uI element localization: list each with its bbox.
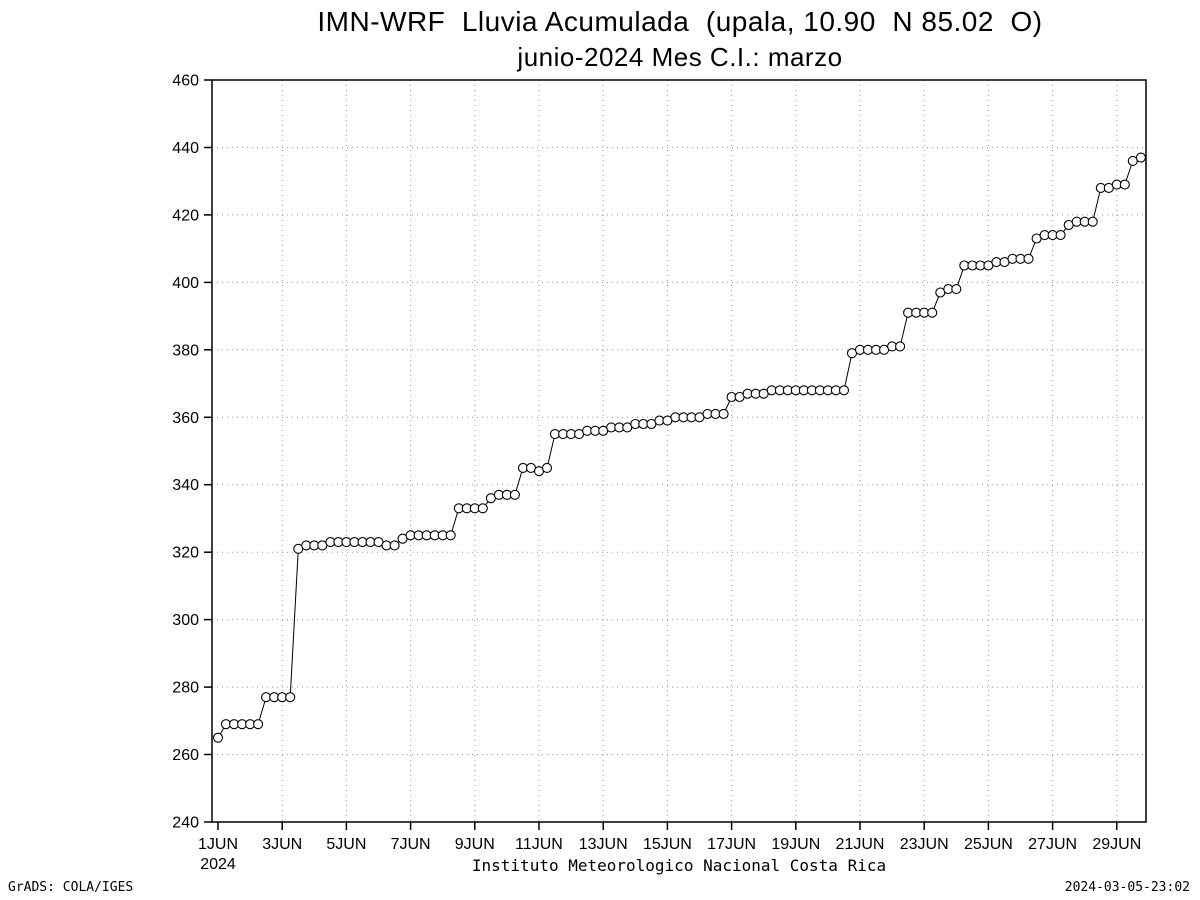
timestamp: 2024-03-05-23:02 [1064,880,1190,895]
svg-text:400: 400 [172,275,199,292]
data-line [217,157,1142,738]
y-axis-ticks [204,79,212,823]
svg-text:23JUN: 23JUN [900,836,949,853]
svg-text:420: 420 [172,207,199,224]
chart-title-block: IMN-WRF Lluvia Acumulada (upala, 10.90 N… [180,6,1180,73]
svg-text:1JUN: 1JUN [198,836,238,853]
svg-text:340: 340 [172,477,199,494]
svg-text:7JUN: 7JUN [391,836,431,853]
x-axis-ticks [217,822,1118,830]
svg-text:11JUN: 11JUN [515,836,563,853]
svg-text:460: 460 [172,73,199,90]
data-markers [212,152,1146,743]
svg-text:15JUN: 15JUN [643,836,692,853]
svg-text:29JUN: 29JUN [1092,836,1141,853]
svg-text:380: 380 [172,342,199,359]
x-axis-year-label: 2024 [200,856,236,873]
svg-text:27JUN: 27JUN [1028,836,1077,853]
svg-text:320: 320 [172,545,199,562]
svg-text:13JUN: 13JUN [579,836,628,853]
chart-subtitle: junio-2024 Mes C.I.: marzo [517,42,843,72]
svg-text:5JUN: 5JUN [326,836,366,853]
svg-text:440: 440 [172,140,199,157]
svg-text:3JUN: 3JUN [262,836,302,853]
grid-lines [212,80,1146,822]
svg-text:240: 240 [172,815,199,832]
plot-border [211,79,1147,823]
svg-text:17JUN: 17JUN [707,836,756,853]
xaxis-caption: Instituto Meteorologico Nacional Costa R… [471,856,887,875]
svg-text:9JUN: 9JUN [455,836,495,853]
x-axis-labels: 1JUN 3JUN 5JUN 7JUN 9JUN 11JUN 13JUN 15JUN 17JUN… [198,836,1141,873]
svg-text:19JUN: 19JUN [771,836,820,853]
y-axis-labels: 240 260 280 300 320 340 360 380 400 420 440 460 [172,73,199,832]
chart-title: IMN-WRF Lluvia Acumulada (upala, 10.90 N… [317,6,1043,37]
svg-text:21JUN: 21JUN [836,836,885,853]
svg-text:300: 300 [172,612,199,629]
svg-text:260: 260 [172,747,199,764]
grads-credit: GrADS: COLA/IGES [8,880,134,895]
svg-text:360: 360 [172,410,199,427]
svg-text:280: 280 [172,680,199,697]
svg-text:25JUN: 25JUN [964,836,1013,853]
